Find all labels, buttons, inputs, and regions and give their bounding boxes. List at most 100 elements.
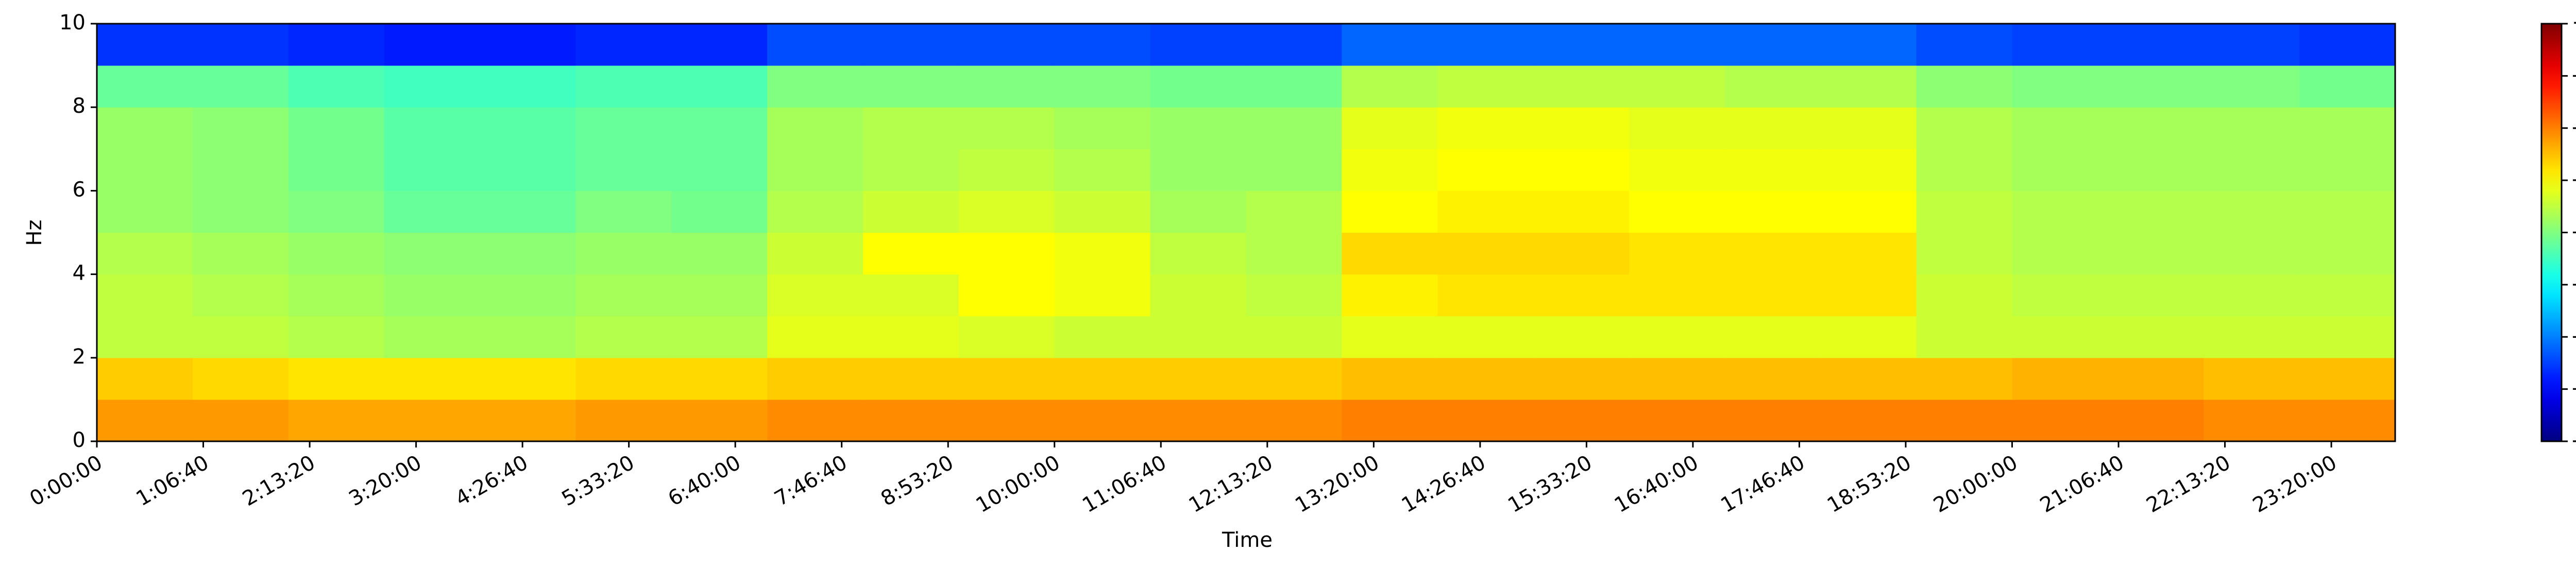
heat-cell (1150, 274, 1246, 317)
x-tick-label: 10:00:00 (972, 451, 1064, 518)
heat-cell (2299, 191, 2396, 233)
heat-cell (575, 232, 672, 275)
heat-cell (767, 357, 863, 400)
heat-cell (1150, 399, 1246, 442)
heat-cell (1054, 357, 1151, 400)
heat-cell (2108, 232, 2204, 275)
heat-cell (1629, 316, 1725, 358)
heat-cell (1724, 107, 1821, 149)
heat-cell (288, 232, 385, 275)
heat-cell (575, 65, 672, 108)
heat-cell (767, 232, 863, 275)
heat-cell (1533, 24, 1630, 66)
heat-cell (480, 357, 576, 400)
heat-cell (1916, 191, 2012, 233)
x-axis-label: Time (1222, 528, 1273, 552)
heat-cell (288, 107, 385, 149)
heat-cell (2108, 399, 2204, 442)
heat-cell (2204, 316, 2300, 358)
colorbar-tick-label: +0 dB (2572, 11, 2576, 35)
heat-cell (1054, 191, 1151, 233)
y-tick-label: 8 (73, 94, 86, 118)
heat-cell (2204, 149, 2300, 191)
heat-cell (1437, 149, 1534, 191)
heat-cell (1629, 399, 1725, 442)
heat-cell (671, 191, 768, 233)
heat-cell (958, 24, 1055, 66)
colorbar-tick-label: -80 dB (2572, 428, 2576, 452)
heat-cell (384, 191, 480, 233)
heat-cell (2204, 24, 2300, 66)
heat-cell (1916, 107, 2012, 149)
heat-cell (575, 149, 672, 191)
heat-cell (192, 274, 289, 317)
x-tick-label: 20:00:00 (1929, 451, 2022, 518)
heat-cell (384, 107, 480, 149)
heat-cell (671, 24, 768, 66)
heat-cell (1820, 316, 1917, 358)
heat-cell (671, 107, 768, 149)
heat-cell (767, 24, 863, 66)
heat-cell (192, 149, 289, 191)
heat-cell (1724, 399, 1821, 442)
heat-cell (2012, 399, 2108, 442)
heat-cell (2299, 232, 2396, 275)
heat-cell (958, 149, 1055, 191)
colorbar-tick-label: -70 dB (2572, 376, 2576, 400)
heat-cell (1629, 191, 1725, 233)
heat-cell (767, 191, 863, 233)
heat-cell (480, 316, 576, 358)
heat-cell (1342, 232, 1438, 275)
heat-cell (1437, 24, 1534, 66)
heat-cell (1916, 399, 2012, 442)
heat-cell (1916, 316, 2012, 358)
heat-cell (863, 316, 959, 358)
x-tick-label: 23:20:00 (2249, 451, 2341, 518)
y-tick-label: 0 (73, 428, 86, 452)
heat-cell (480, 232, 576, 275)
heat-cell (1150, 316, 1246, 358)
heat-cell (1820, 65, 1917, 108)
heat-cell (575, 24, 672, 66)
heat-cell (2204, 357, 2300, 400)
heat-cell (288, 24, 385, 66)
heat-cell (575, 274, 672, 317)
heat-cell (2012, 274, 2108, 317)
y-tick-label: 2 (73, 345, 86, 369)
heat-cell (2204, 232, 2300, 275)
heat-cell (1533, 316, 1630, 358)
heat-cell (1820, 149, 1917, 191)
heat-cell (97, 357, 193, 400)
heat-cell (1246, 232, 1342, 275)
heat-cell (958, 274, 1055, 317)
heat-cell (97, 191, 193, 233)
heat-cell (1150, 149, 1246, 191)
heat-cell (1533, 357, 1630, 400)
heat-cell (958, 232, 1055, 275)
heat-cell (480, 191, 576, 233)
heat-cell (2299, 316, 2396, 358)
heat-cell (1150, 65, 1246, 108)
heat-cell (384, 232, 480, 275)
heat-cell (1629, 149, 1725, 191)
heat-cell (1342, 357, 1438, 400)
plot-frame (96, 23, 2396, 442)
heat-cell (2012, 24, 2108, 66)
heat-cell (2204, 191, 2300, 233)
heat-cell (863, 357, 959, 400)
heat-cell (671, 274, 768, 317)
heat-cell (1820, 24, 1917, 66)
colorbar-tick-label: -10 dB (2572, 63, 2576, 87)
heat-cell (1150, 24, 1246, 66)
heat-cell (1342, 65, 1438, 108)
y-tick-label: 6 (73, 178, 86, 201)
heat-cell (1820, 232, 1917, 275)
colorbar-tick-label: -40 dB (2572, 220, 2576, 244)
heat-cell (288, 274, 385, 317)
heat-cell (767, 316, 863, 358)
heat-cell (1246, 24, 1342, 66)
heat-cell (480, 65, 576, 108)
heat-cell (575, 191, 672, 233)
heat-cell (2108, 149, 2204, 191)
heat-cell (1916, 149, 2012, 191)
